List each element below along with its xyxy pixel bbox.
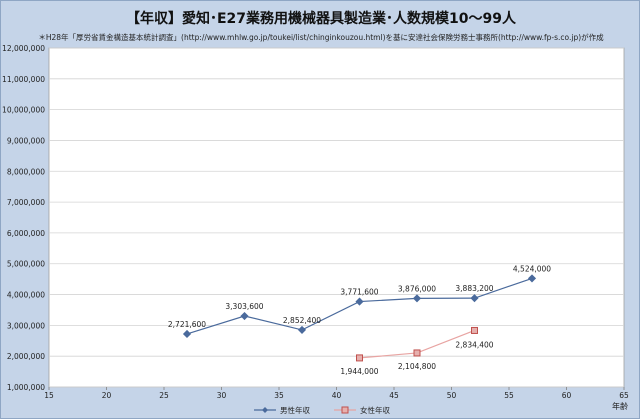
data-label: 2,104,800 [398, 362, 436, 371]
x-tick-label: 65 [619, 391, 629, 400]
x-axis-label: 年齢 [612, 401, 628, 411]
y-tick-label: 4,000,000 [7, 291, 45, 300]
x-tick-label: 35 [274, 391, 284, 400]
y-tick-label: 12,000,000 [2, 44, 45, 53]
y-tick-label: 10,000,000 [2, 106, 45, 115]
source-note: ＊H28年「厚労省賃金構造基本統計調査」(http://www.mhlw.go.… [38, 33, 604, 42]
x-tick-label: 15 [44, 391, 54, 400]
y-tick-label: 1,000,000 [7, 383, 45, 392]
data-point [412, 294, 422, 303]
data-label: 4,524,000 [513, 264, 551, 273]
data-label: 3,771,600 [340, 288, 378, 297]
x-tick-label: 60 [562, 391, 572, 400]
data-point [297, 325, 307, 334]
y-tick-label: 6,000,000 [7, 229, 45, 238]
y-tick-label: 11,000,000 [2, 75, 45, 84]
data-label: 1,944,000 [340, 367, 378, 376]
data-point [240, 311, 249, 321]
x-tick-label: 25 [159, 391, 169, 400]
y-tick-label: 8,000,000 [7, 167, 45, 176]
data-label: 3,876,000 [398, 284, 436, 293]
data-point [182, 329, 192, 339]
data-point [527, 274, 537, 283]
legend-marker [262, 407, 268, 413]
y-tick-label: 5,000,000 [7, 260, 45, 269]
chart-title: 【年収】愛知･E27業務用機械器具製造業･人数規模10～99人 [125, 11, 516, 27]
x-tick-label: 50 [447, 391, 457, 400]
data-label: 3,883,200 [455, 284, 493, 293]
data-label: 2,852,400 [283, 316, 321, 325]
legend-label: 女性年収 [360, 405, 390, 415]
plot-area [48, 47, 625, 388]
legend-label: 男性年収 [280, 405, 310, 415]
x-tick-label: 20 [102, 391, 112, 400]
data-point [470, 294, 479, 303]
x-tick-label: 40 [332, 391, 342, 400]
y-tick-label: 3,000,000 [7, 321, 45, 330]
x-tick-label: 45 [389, 391, 399, 400]
y-tick-label: 7,000,000 [7, 198, 45, 207]
x-tick-label: 30 [217, 391, 227, 400]
data-label: 2,834,400 [455, 340, 493, 349]
x-tick-label: 55 [504, 391, 514, 400]
data-point [471, 326, 478, 334]
data-point [413, 349, 421, 357]
data-label: 2,721,600 [168, 320, 206, 329]
data-point [356, 354, 363, 362]
data-label: 3,303,600 [225, 302, 263, 311]
legend-marker [341, 406, 349, 414]
y-tick-label: 9,000,000 [7, 136, 45, 145]
data-point [355, 297, 364, 306]
y-tick-label: 2,000,000 [7, 352, 45, 361]
